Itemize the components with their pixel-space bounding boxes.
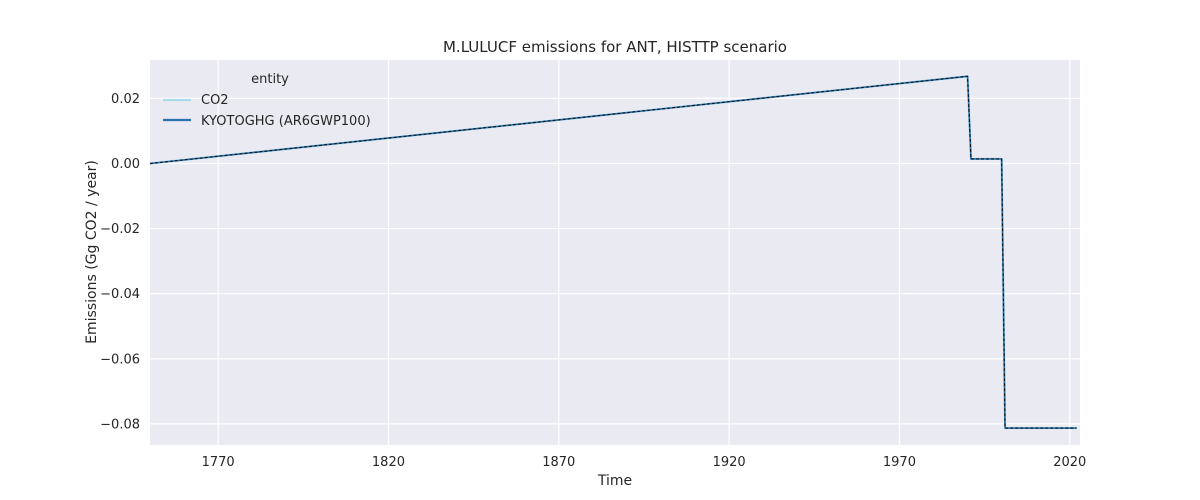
legend-label-kyotoghg: KYOTOGHG (AR6GWP100) (201, 114, 371, 129)
series-layer (149, 75, 1077, 430)
legend-label-co2: CO2 (201, 93, 229, 108)
x-tick-label: 1970 (883, 455, 916, 470)
y-tick-labels: 0.02 0.00 −0.02 −0.04 −0.06 −0.08 (100, 92, 140, 432)
x-axis-label: Time (597, 473, 632, 489)
x-tick-label: 1920 (713, 455, 746, 470)
y-tick-label: −0.02 (100, 222, 140, 237)
plot-background (150, 60, 1080, 445)
x-tick-labels: 1770 1820 1870 1920 1970 2020 (202, 455, 1087, 470)
legend: entity CO2 KYOTOGHG (AR6GWP100) (163, 72, 371, 129)
legend-title: entity (251, 72, 289, 87)
series-line-total (149, 75, 1077, 429)
x-tick-label: 1770 (202, 455, 235, 470)
grid (150, 60, 1080, 445)
chart-title: M.LULUCF emissions for ANT, HISTTP scena… (443, 38, 787, 56)
y-tick-label: −0.06 (100, 352, 140, 367)
x-tick-label: 1820 (372, 455, 405, 470)
x-tick-label: 1870 (542, 455, 575, 470)
y-tick-label: 0.00 (111, 157, 140, 172)
y-tick-label: −0.08 (100, 417, 140, 432)
x-tick-label: 2020 (1053, 455, 1086, 470)
y-axis-label: Emissions (Gg CO2 / year) (84, 160, 100, 344)
y-tick-label: −0.04 (100, 287, 140, 302)
y-tick-label: 0.02 (111, 92, 140, 107)
